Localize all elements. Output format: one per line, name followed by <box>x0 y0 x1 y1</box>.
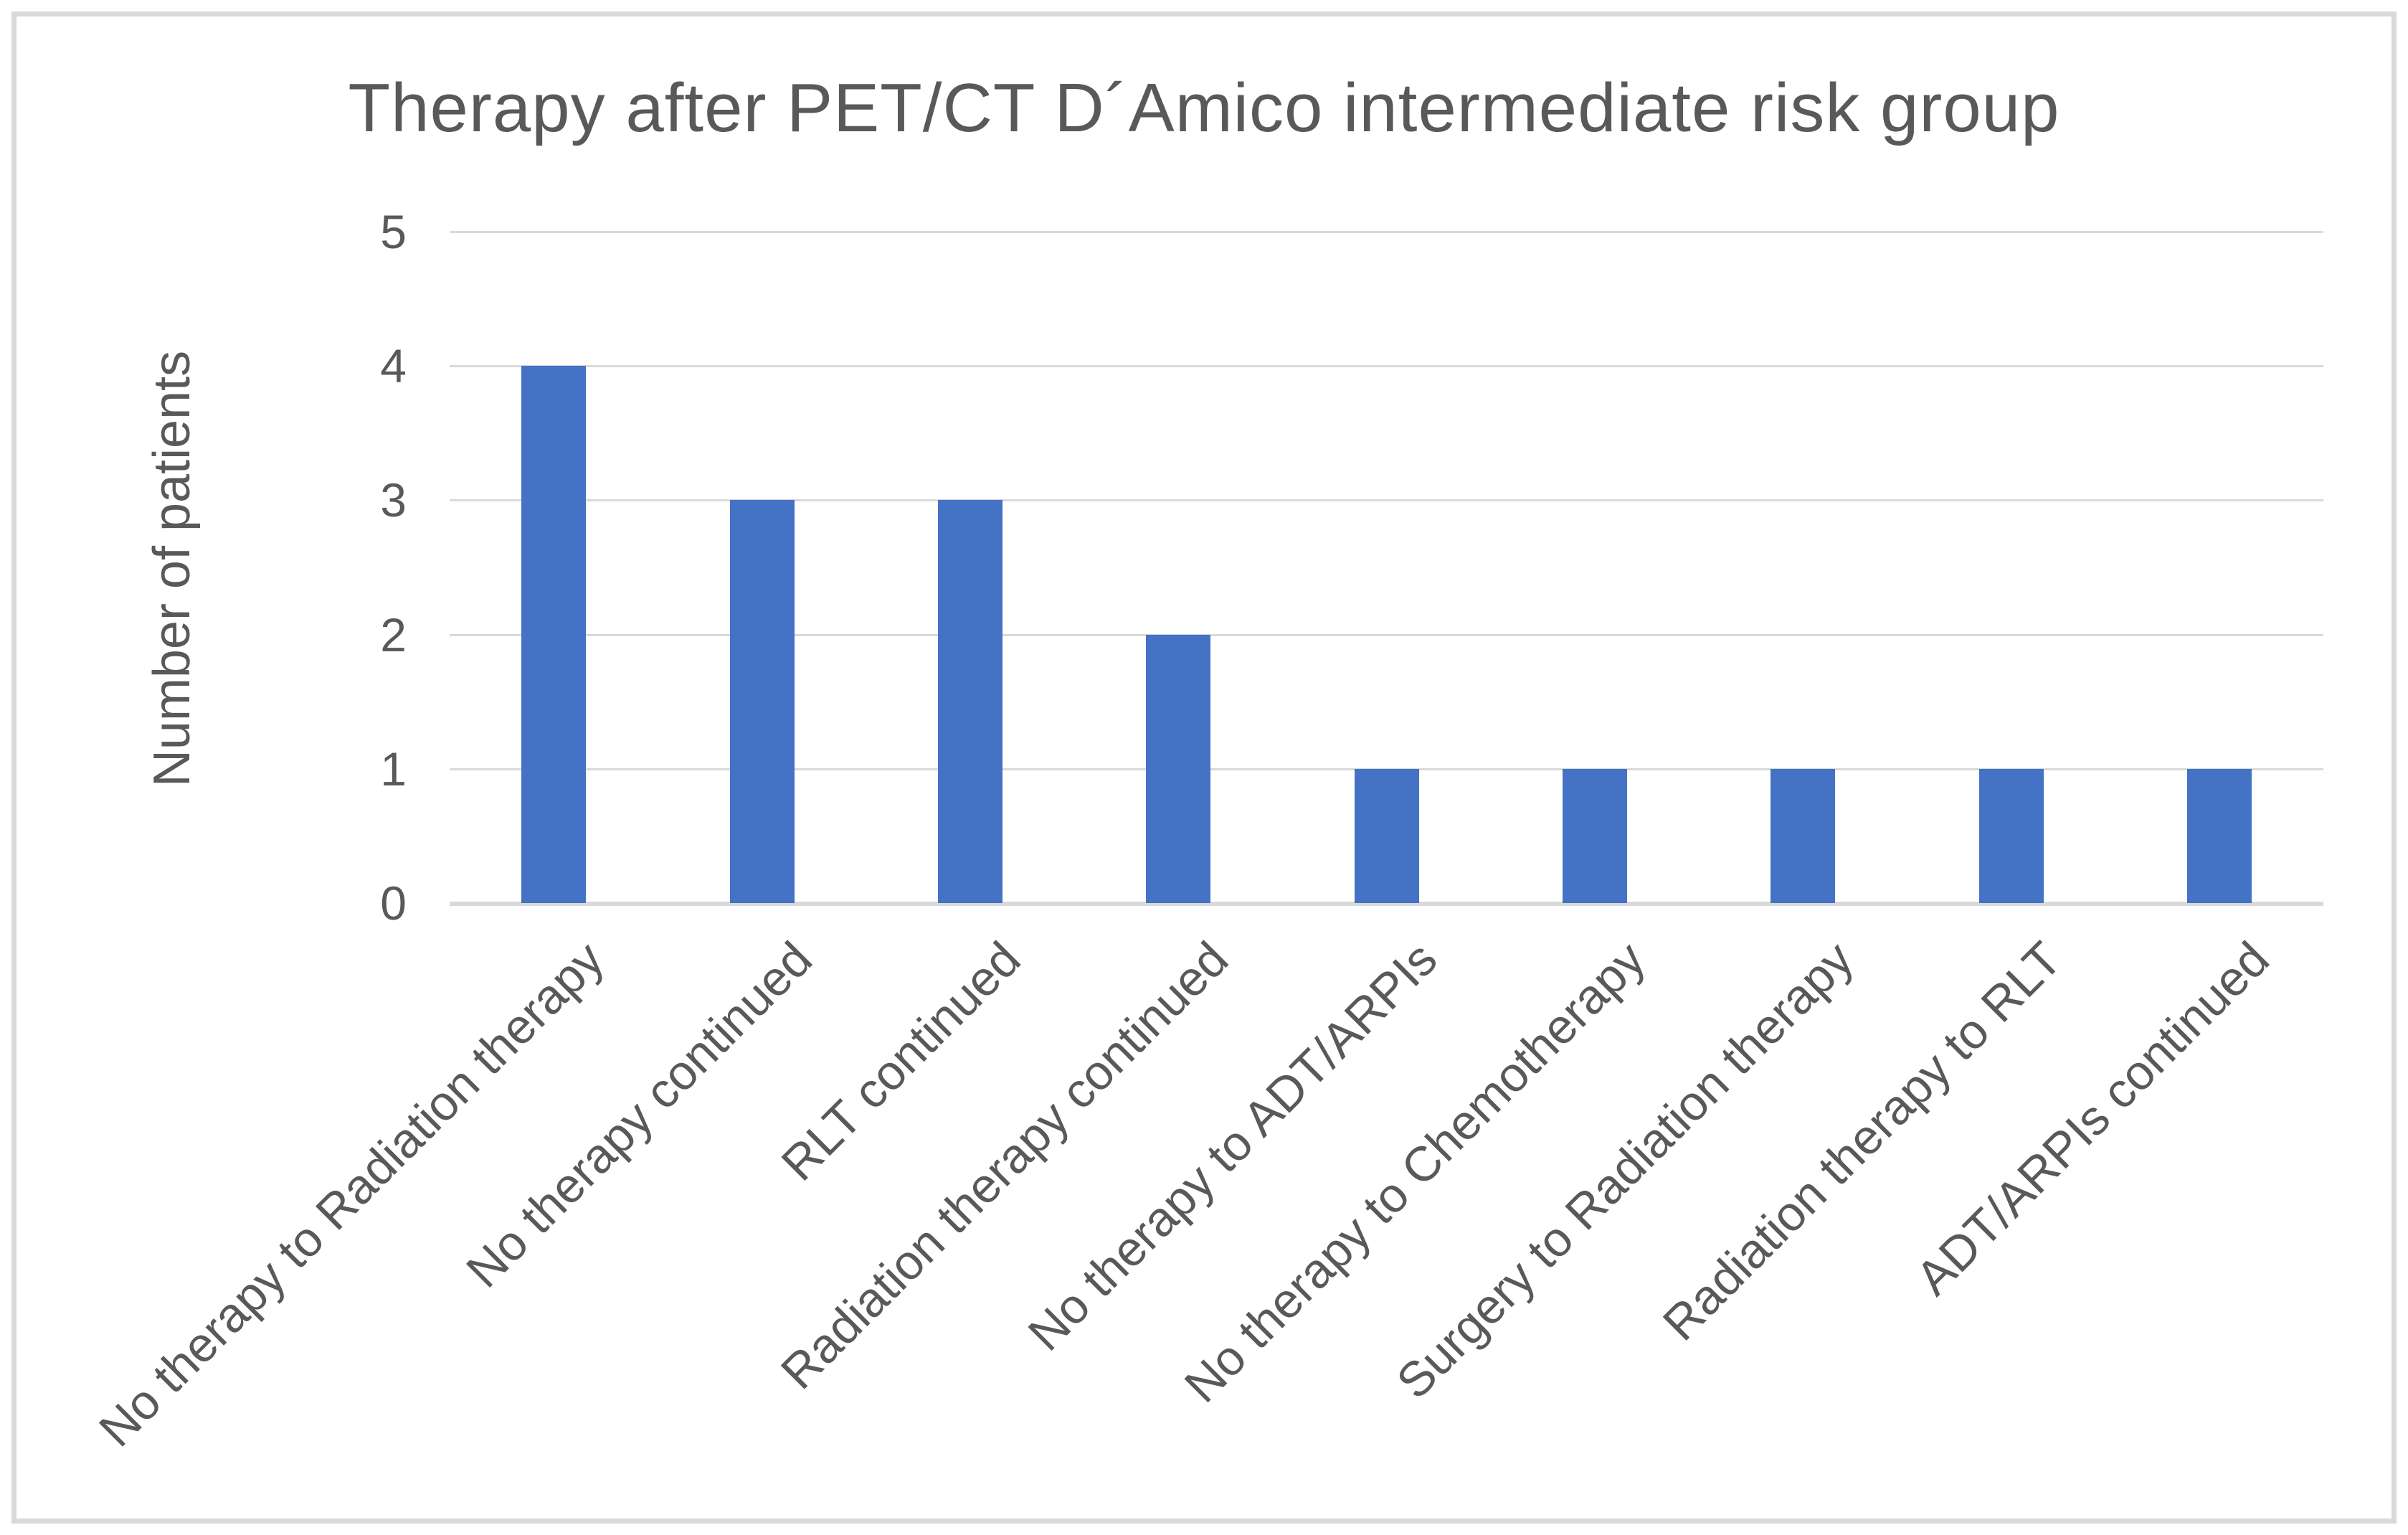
gridline-y-2 <box>450 633 2323 636</box>
y-axis-title: Number of patients <box>143 350 201 788</box>
x-axis-line <box>450 902 2323 906</box>
y-tick-label-0: 0 <box>380 877 407 930</box>
bar-9 <box>2186 768 2252 903</box>
bar-5 <box>1354 768 1419 903</box>
bar-8 <box>1978 768 2044 903</box>
bar-1 <box>521 366 587 903</box>
chart-title: Therapy after PET/CT D´Amico intermediat… <box>348 70 2060 146</box>
gridline-y-4 <box>450 365 2323 368</box>
y-tick-label-4: 4 <box>380 339 407 393</box>
bar-3 <box>937 500 1002 903</box>
gridline-y-3 <box>450 499 2323 502</box>
bar-7 <box>1771 768 1836 903</box>
y-tick-label-3: 3 <box>380 473 407 527</box>
bar-4 <box>1146 634 1211 903</box>
bar-2 <box>729 500 795 903</box>
gridline-y-5 <box>450 231 2323 233</box>
bar-6 <box>1562 768 1627 903</box>
y-tick-label-5: 5 <box>380 205 407 258</box>
y-tick-label-1: 1 <box>380 742 407 795</box>
y-tick-label-2: 2 <box>380 608 407 661</box>
